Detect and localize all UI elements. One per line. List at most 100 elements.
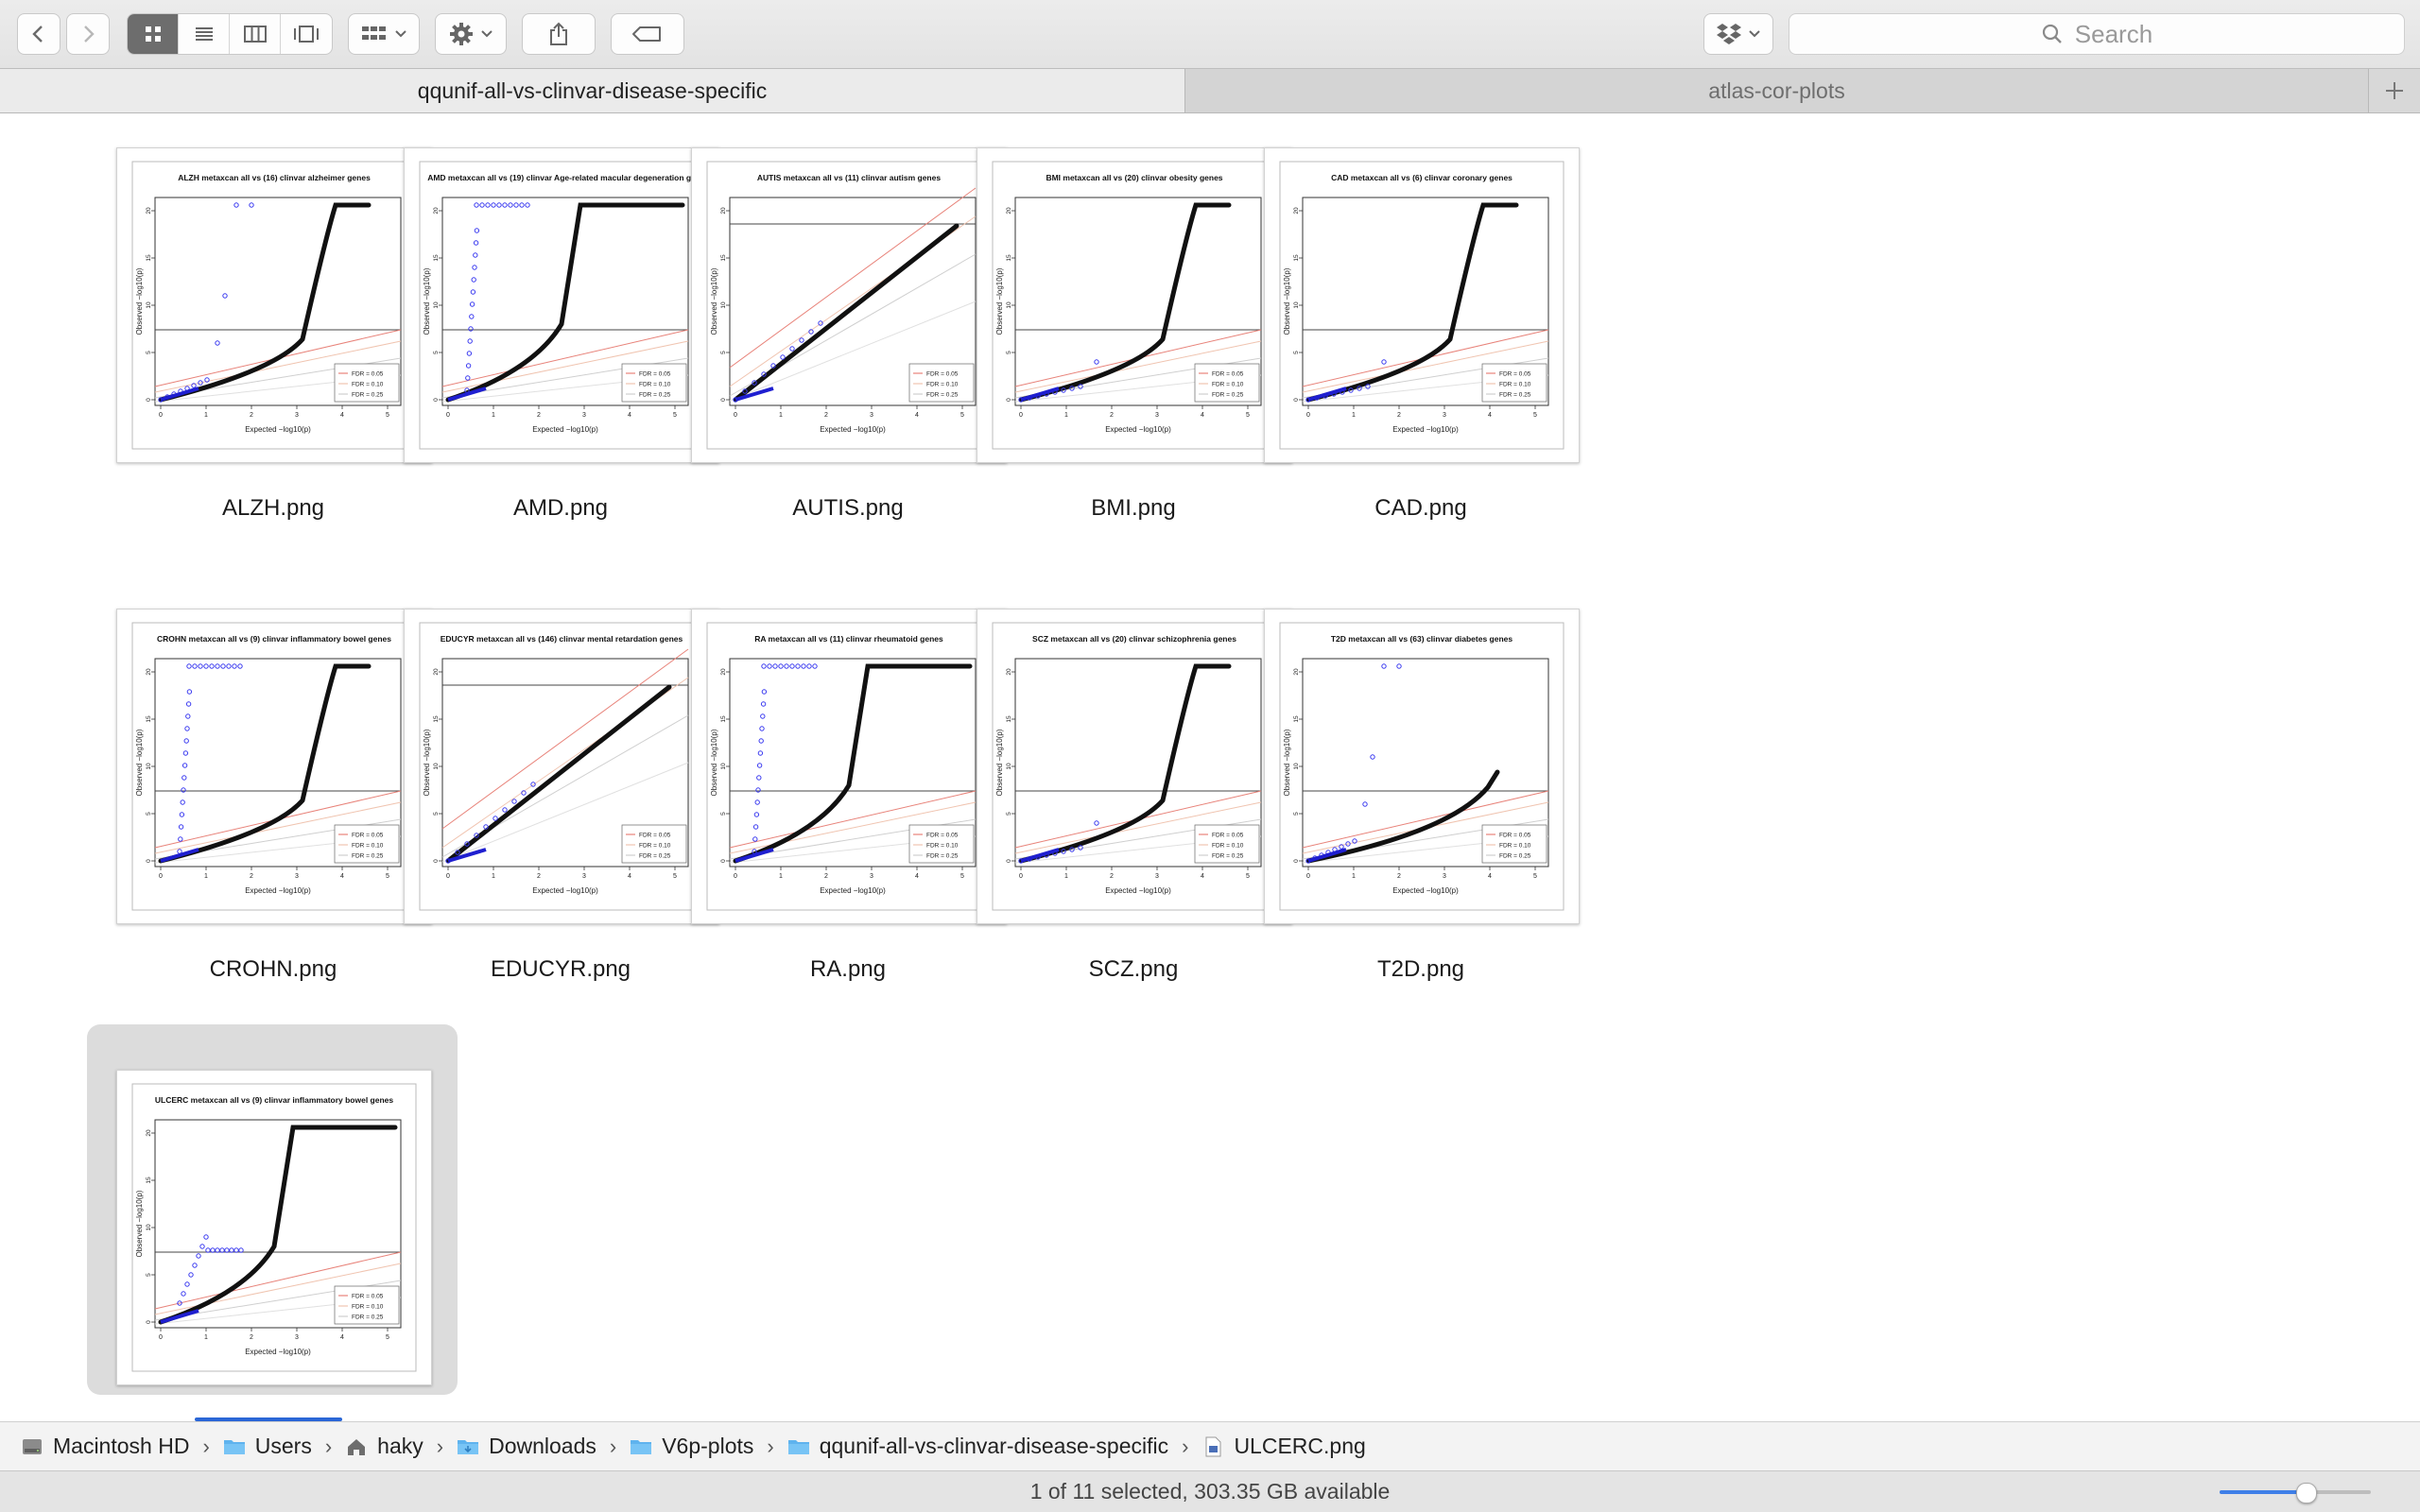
chevron-left-icon [32, 26, 43, 43]
file-thumbnail[interactable]: ULCERC metaxcan all vs (9) clinvar infla… [116, 1070, 432, 1385]
clinvar-points [735, 663, 818, 863]
slider-knob[interactable] [2296, 1483, 2318, 1503]
y-tick-label: 10 [720, 763, 727, 770]
path-crumb[interactable]: haky [345, 1434, 424, 1459]
gear-icon [450, 23, 473, 45]
toolbar: Search [0, 0, 2420, 68]
path-crumb[interactable]: ULCERC.png [1201, 1434, 1366, 1459]
chevron-right-icon [84, 26, 95, 43]
y-tick-label: 10 [1293, 763, 1300, 770]
file-name[interactable]: RA.png [809, 956, 887, 982]
plot-title: ULCERC metaxcan all vs (9) clinvar infla… [155, 1095, 394, 1105]
gallery-view-button[interactable] [281, 14, 332, 54]
fdr-line [441, 648, 689, 830]
gallery-icon [294, 26, 319, 43]
legend-entry: FDR = 0.25 [1499, 392, 1531, 399]
file-thumbnail[interactable]: CAD metaxcan all vs (6) clinvar coronary… [1264, 147, 1580, 463]
file-name[interactable]: ALZH.png [221, 495, 325, 521]
y-tick-label: 20 [720, 207, 727, 215]
file-thumbnail[interactable]: BMI metaxcan all vs (20) clinvar obesity… [977, 147, 1292, 463]
list-view-button[interactable] [179, 14, 230, 54]
back-button[interactable] [17, 13, 60, 55]
fdr-line [729, 187, 977, 369]
plot-title: AUTIS metaxcan all vs (11) clinvar autis… [757, 173, 941, 182]
x-tick-label: 3 [295, 1334, 299, 1341]
file-thumbnail[interactable]: T2D metaxcan all vs (63) clinvar diabete… [1264, 609, 1580, 924]
plot-legend: FDR = 0.05 FDR = 0.10 FDR = 0.25 [621, 824, 687, 864]
search-field[interactable]: Search [1789, 13, 2405, 55]
y-axis-label: Observed −log10(p) [710, 729, 718, 796]
fdr-line [1014, 340, 1262, 393]
plot-title: AMD metaxcan all vs (19) clinvar Age-rel… [427, 173, 696, 182]
file-name[interactable]: EDUCYR.png [490, 956, 631, 982]
legend-entry: FDR = 0.05 [926, 833, 959, 839]
icon-size-slider[interactable] [2220, 1483, 2371, 1503]
y-tick-label: 0 [1293, 398, 1300, 402]
legend-entry: FDR = 0.10 [639, 382, 671, 388]
file-thumbnail[interactable]: EDUCYR metaxcan all vs (146) clinvar men… [404, 609, 719, 924]
new-tab-button[interactable] [2369, 69, 2420, 112]
file-thumbnail[interactable]: CROHN metaxcan all vs (9) clinvar inflam… [116, 609, 432, 924]
path-crumb[interactable]: Downloads [457, 1434, 596, 1459]
tags-button[interactable] [611, 13, 684, 55]
x-axis-label: Expected −log10(p) [1105, 425, 1171, 434]
x-tick-label: 3 [1155, 412, 1159, 419]
file-name[interactable]: AUTIS.png [792, 495, 904, 521]
y-axis-label: Observed −log10(p) [135, 729, 144, 796]
selection-indicator [195, 1418, 342, 1421]
dropbox-button[interactable] [1703, 13, 1773, 55]
action-menu-button[interactable] [435, 13, 507, 55]
file-thumbnail[interactable]: SCZ metaxcan all vs (20) clinvar schizop… [977, 609, 1292, 924]
tab-qqunif[interactable]: qqunif-all-vs-clinvar-disease-specific [0, 69, 1185, 112]
qq-curve [1018, 663, 1232, 864]
clinvar-points [1018, 359, 1099, 403]
path-crumb-label: haky [377, 1434, 424, 1458]
file-thumbnail[interactable]: ALZH metaxcan all vs (16) clinvar alzhei… [116, 147, 432, 463]
file-name[interactable]: CAD.png [1374, 495, 1467, 521]
x-axis-label: Expected −log10(p) [532, 886, 598, 895]
group-by-button[interactable] [348, 13, 420, 55]
y-axis-label: Observed −log10(p) [1283, 729, 1291, 796]
path-crumb[interactable]: V6p-plots [630, 1434, 753, 1459]
x-tick-label: 4 [1488, 412, 1492, 419]
file-thumbnail[interactable]: RA metaxcan all vs (11) clinvar rheumato… [691, 609, 1007, 924]
legend-entry: FDR = 0.05 [1212, 371, 1244, 378]
forward-button[interactable] [66, 13, 110, 55]
y-tick-label: 5 [146, 351, 152, 354]
y-tick-label: 20 [1006, 207, 1012, 215]
y-tick-label: 10 [1006, 301, 1012, 309]
chevron-right-icon: › [436, 1434, 444, 1458]
path-crumb[interactable]: qqunif-all-vs-clinvar-disease-specific [787, 1434, 1168, 1459]
file-name[interactable]: CROHN.png [209, 956, 337, 982]
legend-entry: FDR = 0.25 [926, 392, 959, 399]
file-name[interactable]: BMI.png [1091, 495, 1176, 521]
tab-atlas-cor-plots[interactable]: atlas-cor-plots [1185, 69, 2369, 112]
file-thumbnail[interactable]: AUTIS metaxcan all vs (11) clinvar autis… [691, 147, 1007, 463]
y-tick-label: 15 [146, 715, 152, 723]
column-view-button[interactable] [230, 14, 281, 54]
y-tick-label: 15 [146, 254, 152, 262]
fdr-line [729, 301, 977, 402]
path-crumb[interactable]: Macintosh HD [21, 1434, 189, 1459]
legend-entry: FDR = 0.05 [1499, 833, 1531, 839]
path-crumb-label: qqunif-all-vs-clinvar-disease-specific [819, 1434, 1169, 1458]
y-tick-label: 10 [146, 1224, 152, 1231]
x-tick-label: 0 [1306, 873, 1310, 880]
file-thumbnail[interactable]: AMD metaxcan all vs (19) clinvar Age-rel… [404, 147, 719, 463]
file-name[interactable]: AMD.png [512, 495, 609, 521]
share-button[interactable] [522, 13, 596, 55]
file-name[interactable]: SCZ.png [1088, 956, 1179, 982]
path-bar: Macintosh HD › Users › haky › Downloads › V6p-pl… [0, 1421, 2420, 1470]
x-tick-label: 2 [824, 873, 828, 880]
icon-view-button[interactable] [128, 14, 179, 54]
share-icon [550, 22, 567, 45]
fdr-line [729, 790, 977, 849]
legend-entry: FDR = 0.25 [926, 853, 959, 860]
x-tick-label: 4 [1488, 873, 1492, 880]
path-crumb[interactable]: Users [223, 1434, 312, 1459]
y-axis-label: Observed −log10(p) [135, 267, 144, 335]
y-tick-label: 20 [1293, 668, 1300, 676]
home-icon [348, 1438, 366, 1455]
plot-legend: FDR = 0.05 FDR = 0.10 FDR = 0.25 [621, 363, 687, 403]
file-name[interactable]: T2D.png [1376, 956, 1465, 982]
